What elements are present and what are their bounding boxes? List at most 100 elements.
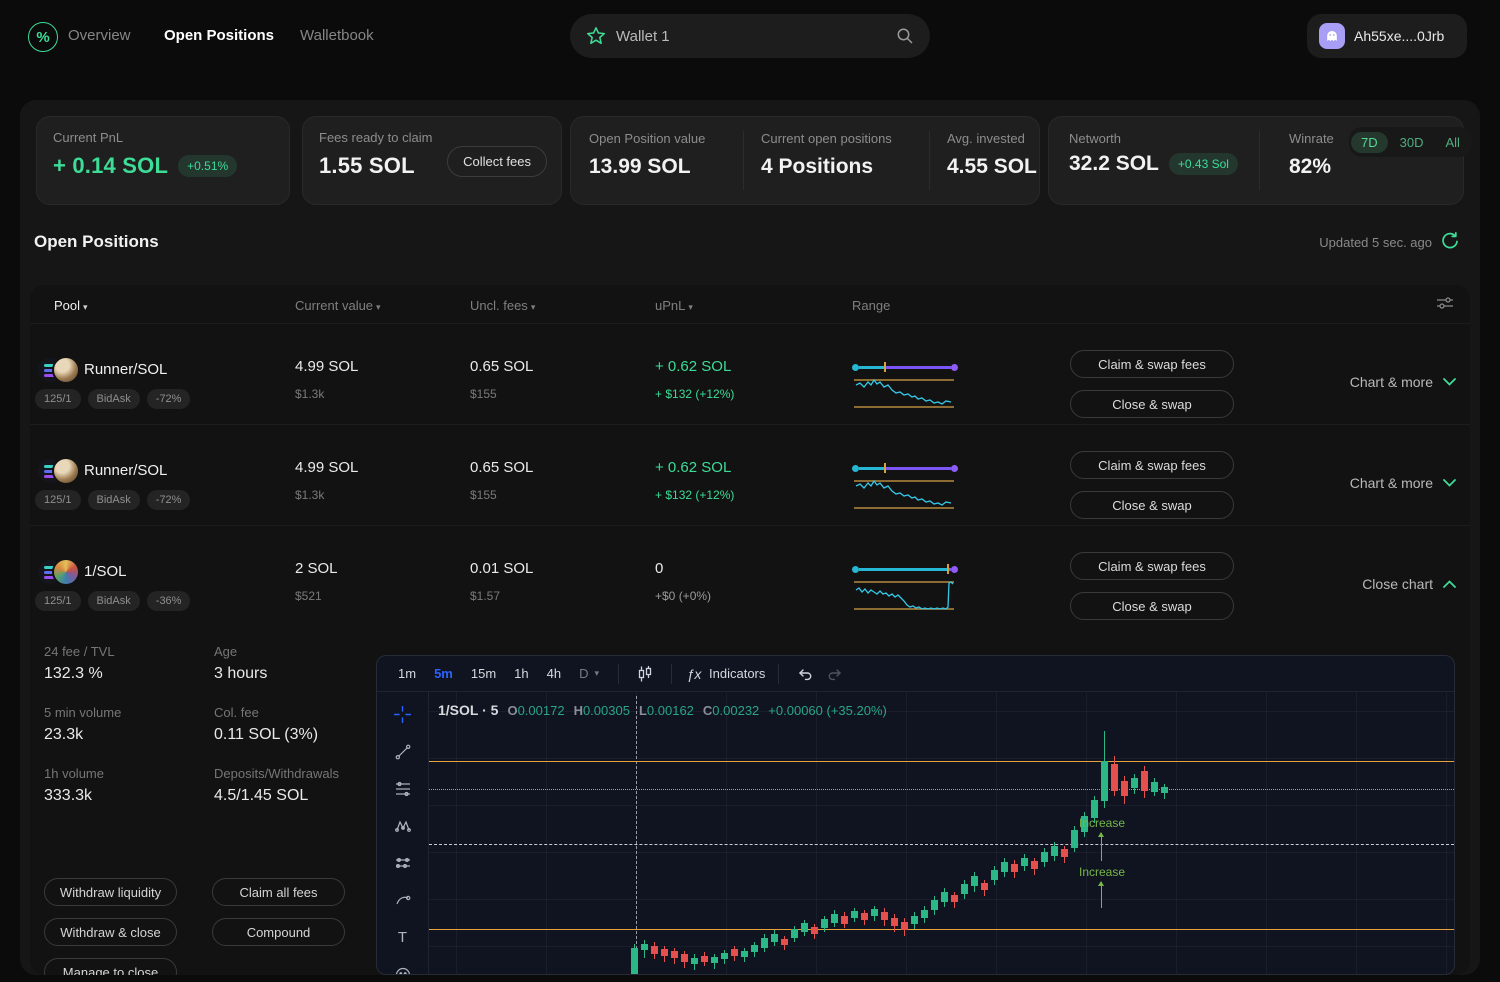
- expanded-position-detail: 24 fee / TVL 132.3 % Age 3 hours 5 min v…: [30, 626, 1470, 975]
- claim-swap-fees-button[interactable]: Claim & swap fees: [1070, 451, 1234, 479]
- sort-caret-icon: ▾: [376, 302, 381, 312]
- increase-arrow-icon: [1097, 832, 1104, 861]
- wallet-search-value: Wallet 1: [616, 27, 670, 45]
- column-pool[interactable]: Pool ▾: [54, 298, 88, 313]
- withdraw-close-button[interactable]: Withdraw & close: [44, 918, 177, 946]
- fx-icon[interactable]: ƒx: [686, 665, 702, 682]
- candle-style-icon[interactable]: [632, 661, 658, 687]
- redo-icon[interactable]: [822, 661, 848, 687]
- close-chart-toggle[interactable]: Close chart: [1362, 576, 1456, 592]
- pool-name: 1/SOL: [84, 563, 127, 580]
- timeframe-dropdown-icon[interactable]: ▾: [594, 668, 600, 678]
- pool-name: Runner/SOL: [84, 462, 168, 479]
- undo-icon[interactable]: [792, 661, 818, 687]
- current-value-usd: $1.3k: [295, 488, 325, 502]
- range-sparkline: [854, 479, 954, 509]
- pool-token-icons: [36, 457, 86, 485]
- indicators-button[interactable]: Indicators: [709, 666, 766, 681]
- volume-5m-label: 5 min volume: [44, 705, 122, 720]
- chart-plot-area[interactable]: 1/SOL · 5 O0.00172 H0.00305 L0.00162 C0.…: [429, 692, 1454, 974]
- deposits-withdrawals-label: Deposits/Withdrawals: [214, 766, 339, 781]
- fees-label: Fees ready to claim: [319, 130, 433, 145]
- networth-value: 32.2 SOL: [1069, 152, 1159, 175]
- chart-more-toggle[interactable]: Chart & more: [1350, 475, 1456, 491]
- winrate-toggle-all[interactable]: All: [1445, 134, 1460, 150]
- range-bar: [852, 564, 958, 574]
- age-label: Age: [214, 644, 238, 659]
- badge-bin-step: 125/1: [35, 490, 81, 510]
- card-networth-winrate: Networth 32.2 SOL +0.43 Sol Winrate 82% …: [1048, 116, 1472, 205]
- timeframe-15m[interactable]: 15m: [470, 666, 497, 681]
- winrate-value: 82%: [1289, 155, 1332, 178]
- collect-fees-button[interactable]: Collect fees: [447, 146, 547, 177]
- withdraw-liquidity-button[interactable]: Withdraw liquidity: [44, 878, 177, 906]
- badge-strategy: BidAsk: [87, 591, 140, 611]
- emoji-tool-icon[interactable]: [394, 967, 412, 974]
- open-value: 13.99 SOL: [589, 155, 691, 178]
- search-icon[interactable]: [896, 27, 914, 45]
- table-row[interactable]: Runner/SOL 125/1 BidAsk -72% 4.99 SOL $1…: [30, 424, 1470, 526]
- chevron-down-icon: [1443, 378, 1456, 386]
- nav-item-walletbook[interactable]: Walletbook: [300, 27, 374, 44]
- column-current-value[interactable]: Current value ▾: [295, 298, 381, 313]
- timeframe-d[interactable]: D: [579, 666, 589, 681]
- open-positions-value: 4 Positions: [761, 155, 874, 178]
- claim-swap-fees-button[interactable]: Claim & swap fees: [1070, 552, 1234, 580]
- column-uncl-fees[interactable]: Uncl. fees ▾: [470, 298, 536, 313]
- star-icon: [586, 27, 606, 45]
- table-settings-icon[interactable]: [1436, 296, 1454, 310]
- text-tool-icon[interactable]: T: [397, 929, 408, 946]
- winrate-toggle-30d[interactable]: 30D: [1399, 134, 1424, 150]
- uncl-fees-usd: $155: [470, 387, 497, 401]
- close-swap-button[interactable]: Close & swap: [1070, 491, 1234, 519]
- timeframe-1h[interactable]: 1h: [514, 666, 529, 681]
- pattern-tool-icon[interactable]: [394, 818, 412, 834]
- uncl-fees: 0.65 SOL: [470, 459, 534, 476]
- upnl: + 0.62 SOL: [655, 459, 732, 476]
- account-chip[interactable]: Ah55xe....0Jrb: [1307, 14, 1467, 58]
- timeframe-5m[interactable]: 5m: [434, 666, 453, 681]
- claim-swap-fees-button[interactable]: Claim & swap fees: [1070, 350, 1234, 378]
- forecast-tool-icon[interactable]: [394, 855, 412, 871]
- chart-change: +0.00060 (+35.20%): [768, 703, 887, 718]
- sort-caret-icon: ▾: [83, 302, 88, 312]
- account-address: Ah55xe....0Jrb: [1354, 28, 1445, 44]
- age-value: 3 hours: [214, 665, 268, 682]
- deposits-withdrawals-value: 4.5/1.45 SOL: [214, 787, 309, 804]
- winrate-toggle-7d[interactable]: 7D: [1351, 131, 1388, 153]
- close-swap-button[interactable]: Close & swap: [1070, 592, 1234, 620]
- chart-more-toggle[interactable]: Chart & more: [1350, 374, 1456, 390]
- col-fee-value: 0.11 SOL (3%): [214, 726, 319, 743]
- winrate-period-toggle: 7D 30D All: [1349, 127, 1472, 157]
- upnl: 0: [655, 560, 664, 577]
- updated-status: Updated 5 sec. ago: [1319, 235, 1432, 250]
- timeframe-4h[interactable]: 4h: [546, 666, 562, 681]
- column-upnl[interactable]: uPnL ▾: [655, 298, 693, 313]
- fib-retracement-tool-icon[interactable]: [394, 781, 412, 797]
- brand-logo-icon[interactable]: %: [28, 22, 58, 52]
- close-swap-button[interactable]: Close & swap: [1070, 390, 1234, 418]
- upper-bound-line: [429, 761, 1454, 762]
- range-bar: [852, 463, 958, 473]
- chevron-down-icon: [1443, 479, 1456, 487]
- compound-button[interactable]: Compound: [212, 918, 345, 946]
- chart-symbol: 1/SOL · 5: [438, 702, 499, 718]
- claim-all-fees-button[interactable]: Claim all fees: [212, 878, 345, 906]
- crosshair-tool-icon[interactable]: [394, 706, 412, 723]
- table-row-expanded[interactable]: 1/SOL 125/1 BidAsk -36% 2 SOL $521 0.01 …: [30, 525, 1470, 627]
- winrate-label: Winrate: [1289, 131, 1334, 146]
- candlestick-chart-panel: 1m 5m 15m 1h 4h D ▾ ƒx: [376, 655, 1455, 975]
- timeframe-1m[interactable]: 1m: [398, 666, 417, 681]
- manage-button[interactable]: Manage to close: [44, 958, 177, 975]
- current-value-usd: $521: [295, 589, 322, 603]
- upnl-sub: + $132 (+12%): [655, 488, 735, 502]
- increase-arrow-icon: [1097, 881, 1104, 908]
- pool-name: Runner/SOL: [84, 361, 168, 378]
- nav-item-open-positions[interactable]: Open Positions: [164, 27, 275, 44]
- brush-tool-icon[interactable]: [394, 892, 412, 908]
- nav-item-overview[interactable]: Overview: [68, 27, 131, 44]
- wallet-search-input[interactable]: Wallet 1: [570, 14, 930, 58]
- table-row[interactable]: Runner/SOL 125/1 BidAsk -72% 4.99 SOL $1…: [30, 323, 1470, 425]
- trendline-tool-icon[interactable]: [394, 744, 412, 760]
- refresh-icon[interactable]: [1440, 231, 1460, 251]
